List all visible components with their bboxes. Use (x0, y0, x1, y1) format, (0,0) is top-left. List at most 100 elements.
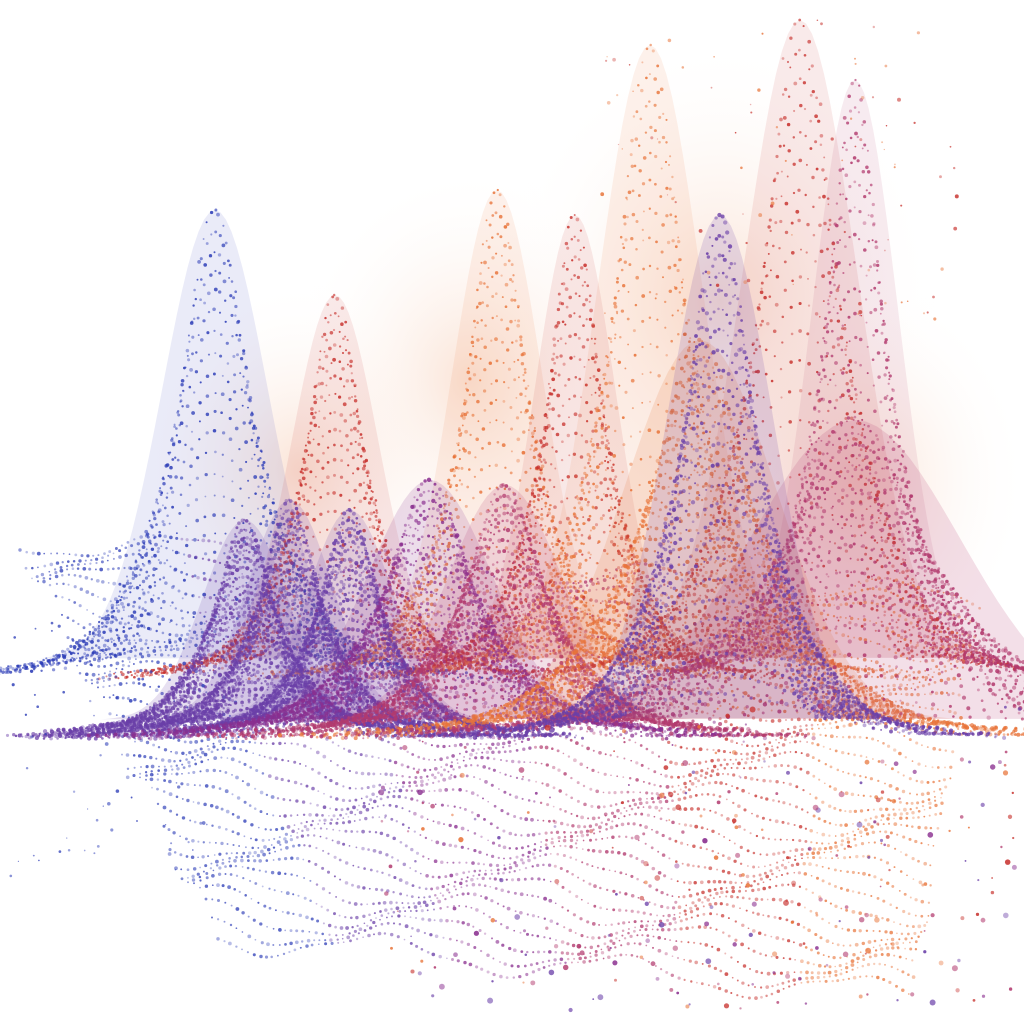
peak-dot (310, 411, 314, 416)
peak-dot (347, 464, 350, 467)
peak-dot (339, 475, 344, 479)
peak-dot (614, 333, 617, 336)
peak-dot (655, 292, 658, 296)
peak-dot (191, 411, 196, 415)
peak-dot (162, 481, 166, 486)
peak-dot (227, 259, 230, 263)
peak-dot (584, 298, 589, 302)
peak-dot (63, 666, 68, 670)
peak-dot (213, 287, 218, 292)
peak-dot (152, 511, 156, 515)
peak-dot (326, 303, 330, 306)
peak-dot (561, 320, 565, 324)
peak-dot (108, 627, 113, 632)
peak-dot (61, 649, 65, 654)
peak-dot (302, 460, 307, 465)
peak-dot (69, 659, 72, 663)
peak-dot (551, 446, 554, 449)
peak-dot (230, 498, 235, 503)
peak-dot (494, 463, 498, 467)
peak-dot (681, 286, 684, 289)
peak-dot (468, 353, 472, 356)
peak-dot (534, 484, 538, 488)
peak-dot (609, 404, 613, 408)
peak-dot (369, 511, 374, 516)
peak-dot (480, 337, 484, 340)
peak-dot (125, 675, 129, 679)
peak-dot (635, 110, 639, 114)
peak-dot (301, 471, 305, 475)
peak-dot (18, 670, 22, 674)
peak-dot (261, 495, 264, 498)
peak-dot (171, 490, 175, 494)
peak-dot (253, 475, 258, 479)
peak-dot (166, 540, 170, 544)
peak-dot (374, 499, 378, 502)
peak-dot (350, 379, 355, 383)
peak-dot (507, 386, 510, 389)
peak-dot (483, 260, 487, 265)
peak-dot (304, 483, 308, 486)
peak-dot (458, 457, 461, 461)
peak-dot (356, 429, 360, 433)
peak-dot (575, 217, 580, 222)
peak-dot (131, 572, 136, 577)
peak-dot (106, 645, 109, 648)
peak-dot (222, 224, 225, 227)
peak-dot (677, 236, 680, 239)
peak-dot (118, 590, 122, 593)
peak-dot (329, 376, 332, 380)
peak-dot (356, 467, 360, 471)
peak-dot (76, 664, 79, 667)
peak-dot (582, 246, 585, 249)
peak-dot (553, 361, 556, 365)
peak-dot (157, 673, 160, 676)
peak-dot (165, 463, 170, 467)
peak-dot (303, 498, 306, 501)
peak-dot (578, 377, 582, 381)
peak-dot (309, 470, 313, 474)
peak-dot (597, 409, 600, 412)
peak-dot (105, 609, 109, 613)
peak-dot (557, 414, 561, 418)
peak-dot (169, 465, 173, 470)
peak-dot (320, 381, 324, 386)
peak-dot (169, 486, 173, 490)
peak-dot (623, 222, 627, 226)
peak-dot (182, 389, 185, 393)
peak-dot (515, 416, 520, 420)
peak-dot (514, 289, 517, 292)
peak-dot (519, 343, 524, 347)
peak-dot (585, 473, 589, 477)
peak-dot (573, 332, 578, 337)
peak-dot (158, 489, 162, 493)
peak-dot (94, 644, 98, 647)
peak-dot (536, 498, 540, 501)
peak-dot (613, 301, 617, 306)
peak-dot (218, 311, 222, 314)
peak-dot (353, 398, 358, 403)
peak-dot (157, 510, 161, 514)
peak-dot (236, 353, 239, 357)
peak-dot (635, 275, 640, 280)
peak-dot (537, 493, 541, 497)
peak-dot (351, 396, 353, 398)
peak-dot (73, 652, 76, 655)
peak-dot (97, 625, 100, 628)
peak-dot (637, 194, 641, 197)
peak-dot (550, 392, 554, 396)
peak-dot (129, 591, 132, 594)
peak-dot (93, 635, 96, 638)
peak-dot (594, 421, 598, 425)
peak-dot (186, 503, 190, 507)
peak-dot (246, 380, 250, 384)
peak-dot (476, 399, 480, 404)
peak-dot (293, 616, 297, 620)
peak-dot (99, 648, 102, 652)
peak-dot (480, 319, 483, 322)
peak-dot (181, 616, 184, 620)
peak-dot (160, 671, 164, 675)
peak-dot (133, 600, 137, 604)
peak-dot (649, 125, 653, 130)
